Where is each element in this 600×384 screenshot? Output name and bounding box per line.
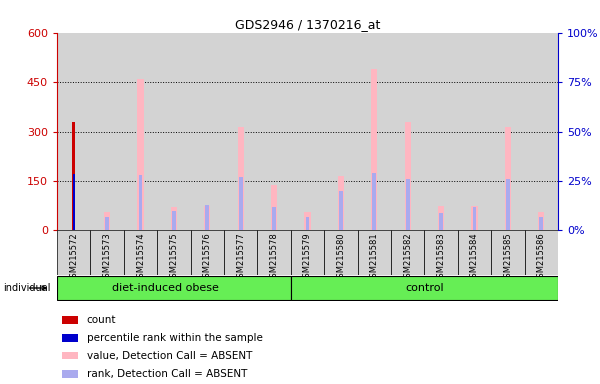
Bar [204, 206, 211, 230]
Bar [404, 122, 411, 230]
Bar [57, 33, 91, 230]
Bar [238, 127, 244, 230]
Text: GSM215572: GSM215572 [69, 233, 78, 283]
Bar [439, 213, 443, 230]
Bar [324, 230, 358, 275]
Text: diet-induced obese: diet-induced obese [112, 283, 219, 293]
Bar [62, 370, 79, 378]
Bar [473, 207, 476, 230]
Bar [191, 230, 224, 275]
Text: GSM215578: GSM215578 [269, 233, 278, 283]
Text: value, Detection Call = ABSENT: value, Detection Call = ABSENT [86, 351, 252, 361]
Text: GSM215581: GSM215581 [370, 233, 379, 283]
Bar [171, 207, 177, 230]
Bar [272, 207, 276, 230]
Bar [62, 316, 79, 324]
Bar [391, 230, 424, 275]
Bar [105, 217, 109, 230]
Bar [371, 69, 377, 230]
Bar [291, 230, 324, 275]
Text: GSM215577: GSM215577 [236, 233, 245, 283]
Text: GSM215583: GSM215583 [437, 233, 446, 283]
Bar [324, 33, 358, 230]
Bar [91, 33, 124, 230]
Text: GSM215579: GSM215579 [303, 233, 312, 283]
Bar [472, 206, 478, 230]
Bar [438, 206, 444, 230]
Bar [539, 217, 543, 230]
Bar [338, 176, 344, 230]
Title: GDS2946 / 1370216_at: GDS2946 / 1370216_at [235, 18, 380, 31]
Bar [73, 174, 74, 230]
Text: GSM215582: GSM215582 [403, 233, 412, 283]
Bar [257, 230, 291, 275]
Bar [57, 276, 291, 300]
Bar [358, 230, 391, 275]
Text: GSM215580: GSM215580 [337, 233, 346, 283]
Bar [291, 33, 324, 230]
Text: control: control [405, 283, 444, 293]
Bar [62, 334, 79, 342]
Bar [104, 212, 110, 230]
Text: GSM215586: GSM215586 [537, 233, 546, 283]
Bar [538, 212, 544, 230]
Text: GSM215575: GSM215575 [169, 233, 178, 283]
Bar [458, 230, 491, 275]
Bar [172, 210, 176, 230]
Bar [304, 212, 311, 230]
Text: individual: individual [3, 283, 50, 293]
Bar [224, 33, 257, 230]
Bar [124, 33, 157, 230]
Bar [205, 205, 209, 230]
Text: count: count [86, 315, 116, 325]
Bar [373, 173, 376, 230]
Bar [91, 230, 124, 275]
Bar [458, 33, 491, 230]
Text: percentile rank within the sample: percentile rank within the sample [86, 333, 262, 343]
Bar [491, 230, 524, 275]
Bar [73, 122, 75, 230]
Bar [137, 79, 143, 230]
Bar [424, 230, 458, 275]
Bar [391, 33, 424, 230]
Text: GSM215573: GSM215573 [103, 233, 112, 283]
Bar [62, 352, 79, 359]
Bar [358, 33, 391, 230]
Bar [191, 33, 224, 230]
Bar [271, 185, 277, 230]
Bar [57, 230, 91, 275]
Bar [305, 217, 310, 230]
Bar [524, 33, 558, 230]
Bar [157, 33, 191, 230]
Bar [524, 230, 558, 275]
Text: rank, Detection Call = ABSENT: rank, Detection Call = ABSENT [86, 369, 247, 379]
Bar [505, 127, 511, 230]
Text: GSM215576: GSM215576 [203, 233, 212, 283]
Text: GSM215585: GSM215585 [503, 233, 512, 283]
Bar [157, 230, 191, 275]
Bar [506, 179, 510, 230]
Bar [124, 230, 157, 275]
Bar [291, 276, 558, 300]
Text: GSM215584: GSM215584 [470, 233, 479, 283]
Bar [139, 175, 142, 230]
Bar [257, 33, 291, 230]
Bar [424, 33, 458, 230]
Text: GSM215574: GSM215574 [136, 233, 145, 283]
Bar [239, 177, 242, 230]
Bar [406, 179, 410, 230]
Bar [491, 33, 524, 230]
Bar [339, 191, 343, 230]
Bar [224, 230, 257, 275]
